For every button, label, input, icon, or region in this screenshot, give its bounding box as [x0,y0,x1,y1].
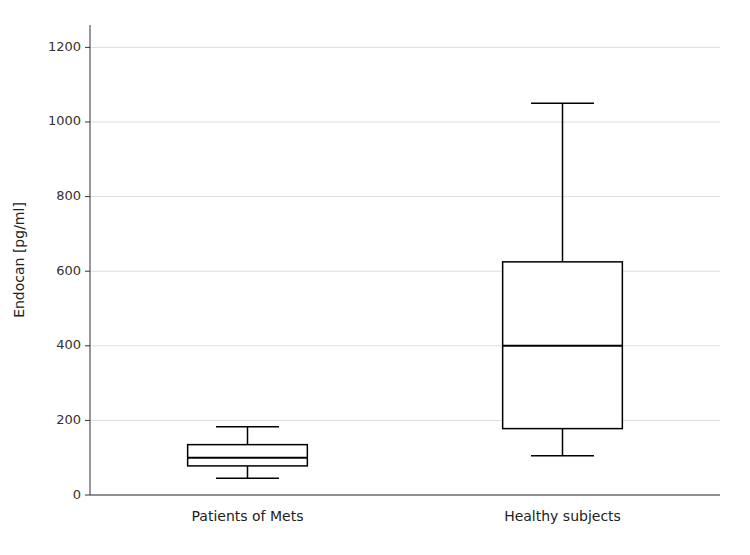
tick-mark [85,345,90,346]
tick-mark [85,495,90,496]
grid-line [90,196,720,197]
upper-cap [216,426,279,428]
grid-line [90,121,720,122]
box-group [503,103,623,456]
box [503,262,623,429]
median [503,345,623,347]
box [188,445,308,466]
grid-line [90,345,720,346]
axis-line [90,25,91,495]
chart-container: 0 200 400 600 800 1000 1200 Endocan [pg/ml] Pati… [0,0,750,555]
axis-line [90,495,720,496]
tick-mark [85,420,90,421]
grid [90,47,720,495]
median [188,457,308,459]
y-axis: 0 200 400 600 800 1000 1200 [48,25,720,502]
lower-cap [216,477,279,479]
tick-mark [85,271,90,272]
chart: 0 200 400 600 800 1000 1200 Endocan [pg/ml] Pati… [0,0,750,555]
tick-label: 0 [73,487,81,502]
upper-whisker [247,427,249,445]
tick-mark [85,196,90,197]
category-label: Patients of Mets [192,508,304,524]
lower-whisker [562,429,564,456]
tick-label: 200 [56,412,81,427]
tick-label: 800 [56,188,81,203]
lower-whisker [247,466,249,478]
tick-label: 600 [56,263,81,278]
boxes [188,103,623,478]
grid-line [90,47,720,48]
category-label: Healthy subjects [504,508,621,524]
axis-title: Endocan [pg/ml] [11,202,27,318]
tick-mark [85,121,90,122]
tick-mark [85,47,90,48]
grid-line [90,495,720,496]
grid-line [90,420,720,421]
tick-label: 400 [56,337,81,352]
lower-cap [531,455,594,457]
grid-line [90,271,720,272]
upper-cap [531,103,594,105]
tick-label: 1000 [48,113,81,128]
box-group [188,427,308,478]
tick-label: 1200 [48,39,81,54]
upper-whisker [562,103,564,262]
